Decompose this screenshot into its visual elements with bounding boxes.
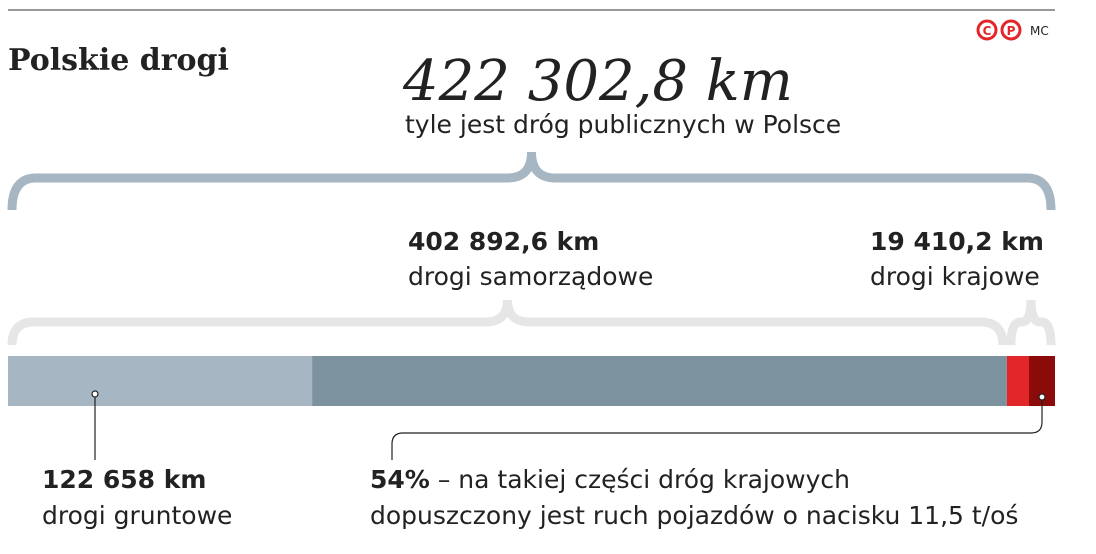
note-line: – na takiej części dróg krajowych: [438, 465, 850, 494]
brace: [7, 299, 1008, 346]
group-value: 402 892,6 km: [408, 227, 599, 256]
logo: C P: [976, 19, 1022, 41]
group-name: drogi krajowe: [870, 262, 1040, 291]
brace: [7, 151, 1056, 211]
title: Polskie drogi: [8, 43, 229, 78]
leader-dot: [1038, 393, 1046, 401]
bar-segment: [8, 356, 313, 406]
group-value: 19 410,2 km: [870, 227, 1044, 256]
svg-text:C: C: [983, 24, 992, 38]
total-value: 422 302,8 km: [402, 49, 793, 114]
credit: MC: [1030, 24, 1049, 38]
leader-dot: [91, 390, 99, 398]
total-caption: tyle jest dróg publicznych w Polsce: [405, 110, 841, 139]
bar-segment: [1006, 356, 1030, 406]
leader-line: [391, 397, 1043, 460]
brace: [1006, 299, 1056, 346]
segment-name: drogi gruntowe: [42, 501, 232, 530]
segment-value: 122 658 km: [42, 465, 206, 494]
svg-text:P: P: [1007, 24, 1016, 38]
share-value: 54%: [370, 465, 430, 494]
note-line: dopuszczony jest ruch pojazdów o nacisku…: [370, 501, 1018, 530]
group-name: drogi samorządowe: [408, 262, 653, 291]
share-note: 54% – na takiej części dróg krajowych: [370, 465, 850, 494]
bar-segment: [312, 356, 1007, 406]
